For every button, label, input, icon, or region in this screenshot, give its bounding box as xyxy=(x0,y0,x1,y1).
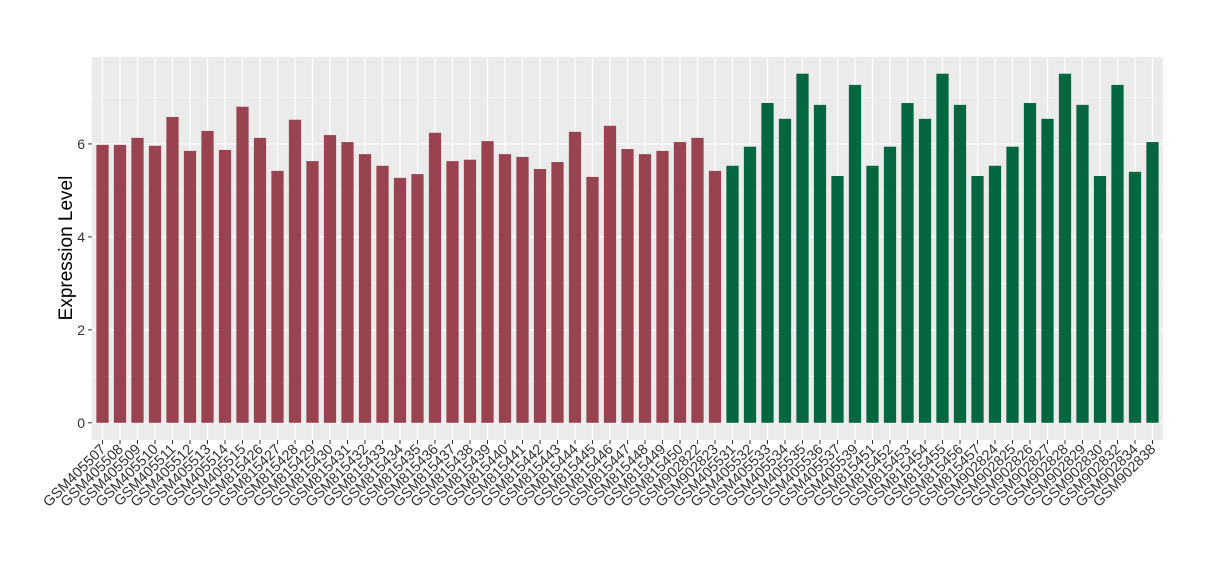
bar xyxy=(463,159,477,423)
bar xyxy=(691,137,704,423)
bar xyxy=(551,162,564,423)
bar xyxy=(498,154,512,423)
bar xyxy=(971,175,984,423)
bar xyxy=(131,137,144,423)
bar xyxy=(376,165,389,423)
bar xyxy=(341,142,354,423)
y-tick-label: 0 xyxy=(77,415,85,431)
bar xyxy=(568,131,582,423)
bar xyxy=(1076,104,1089,423)
bar xyxy=(603,125,617,423)
y-tick-label: 4 xyxy=(77,229,85,245)
bar xyxy=(113,144,127,423)
bar xyxy=(96,144,109,423)
bar xyxy=(148,145,162,423)
y-tick-label: 2 xyxy=(77,322,85,338)
bar xyxy=(166,116,179,423)
bar xyxy=(481,141,494,423)
bar xyxy=(323,135,337,423)
bar xyxy=(708,170,722,423)
bar xyxy=(848,84,862,423)
bar xyxy=(288,119,302,423)
bar xyxy=(393,177,407,423)
bar xyxy=(253,137,267,423)
bar xyxy=(1023,103,1037,423)
bar xyxy=(236,106,249,423)
bar xyxy=(918,118,932,423)
bar xyxy=(1093,175,1107,423)
bar xyxy=(201,130,214,423)
bar xyxy=(953,104,967,423)
bar xyxy=(621,149,634,423)
bar xyxy=(988,165,1002,423)
bar xyxy=(1041,118,1054,423)
bar xyxy=(656,150,669,423)
bar xyxy=(428,132,442,423)
bar xyxy=(638,154,652,423)
bar xyxy=(218,149,232,423)
bar xyxy=(1006,146,1019,423)
bar xyxy=(743,146,757,423)
bar xyxy=(1146,142,1159,423)
bar xyxy=(183,150,197,423)
bar xyxy=(358,154,372,423)
bar xyxy=(936,73,949,423)
bar xyxy=(306,161,319,423)
bar xyxy=(831,175,844,423)
bar xyxy=(533,169,547,423)
y-axis-label: Expression Level xyxy=(56,176,77,321)
bar xyxy=(883,146,897,423)
bar xyxy=(866,165,879,423)
bar xyxy=(813,104,827,423)
bar xyxy=(411,174,424,423)
bar xyxy=(446,161,459,423)
bar xyxy=(1128,171,1142,423)
bar xyxy=(1111,84,1124,423)
bar xyxy=(1058,73,1072,423)
bar xyxy=(761,103,774,423)
bar xyxy=(796,73,809,423)
bar xyxy=(726,165,739,423)
bar xyxy=(673,142,687,423)
bar xyxy=(586,176,599,423)
bar xyxy=(271,170,284,423)
y-tick-label: 6 xyxy=(77,136,85,152)
bar xyxy=(516,156,529,423)
bar xyxy=(778,118,792,423)
bar xyxy=(901,103,914,423)
